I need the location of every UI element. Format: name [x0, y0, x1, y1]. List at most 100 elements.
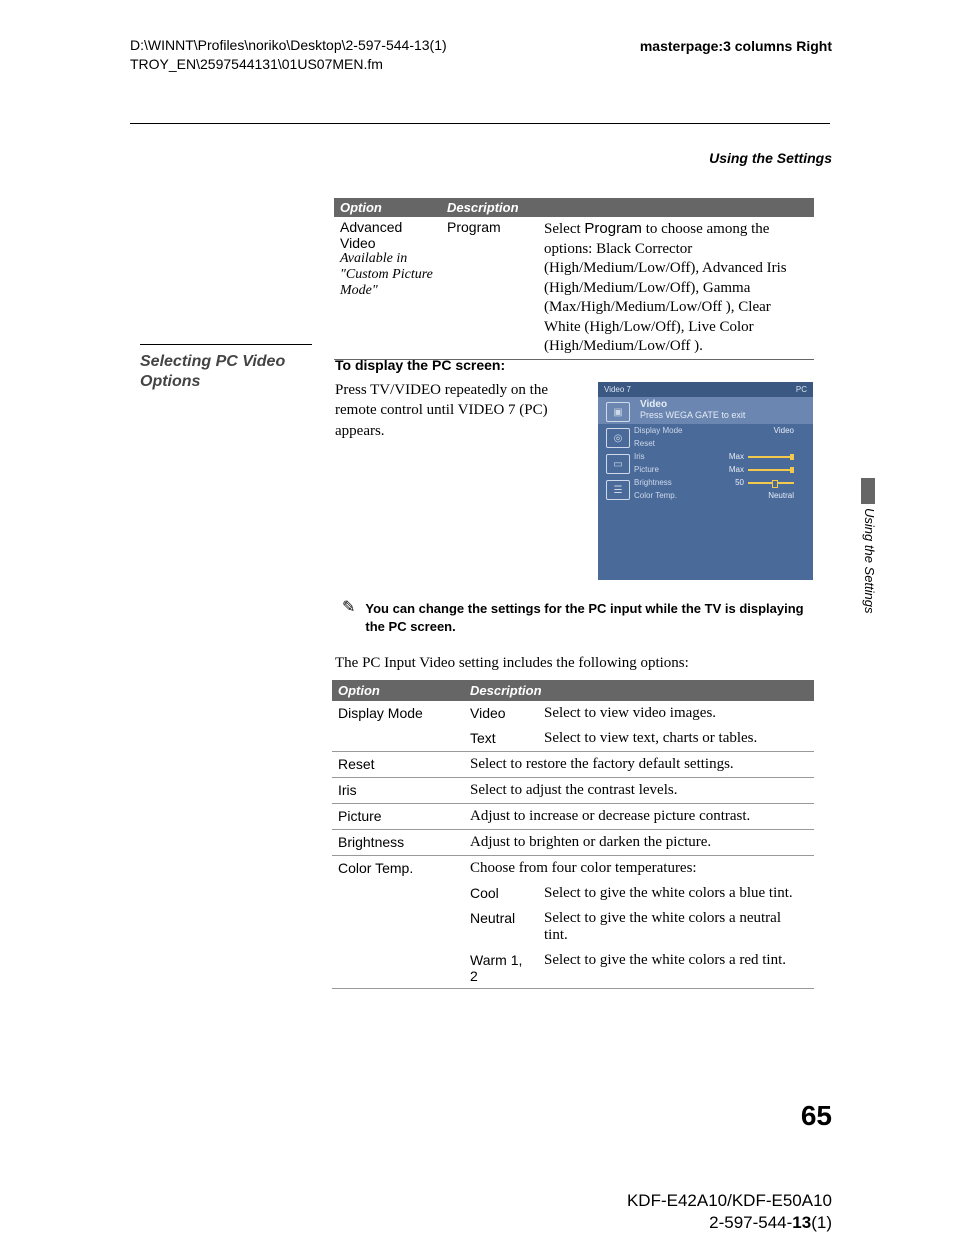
t2-desc-cell: Adjust to increase or decrease picture c…: [464, 804, 814, 830]
osd-tools-icon: ☰: [606, 480, 630, 500]
header-path: D:\WINNT\Profiles\noriko\Desktop\2-597-5…: [130, 36, 447, 74]
t2-desc-cell: Select to view text, charts or tables.: [538, 726, 814, 752]
t2-option-cell: [332, 948, 464, 989]
options-table-2: Option Description Display ModeVideoSele…: [332, 680, 814, 989]
osd-top-right: PC: [796, 385, 807, 394]
t2-desc-cell: Choose from four color temperatures:: [464, 856, 814, 882]
osd-screen-icon: ▭: [606, 454, 630, 474]
t2-option-cell: Display Mode: [332, 701, 464, 726]
t2-option-cell: Picture: [332, 804, 464, 830]
table-row: PictureAdjust to increase or decrease pi…: [332, 804, 814, 830]
osd-row: Iris Max: [634, 450, 794, 463]
t1-head-desc-empty: [538, 198, 814, 217]
osd-slider-icon: [748, 482, 794, 484]
osd-picture-icon: ▣: [606, 402, 630, 422]
t2-sub-cell: Warm 1, 2: [464, 948, 538, 989]
footer-doc-post: (1): [811, 1213, 832, 1232]
side-tab-label: Using the Settings: [862, 508, 877, 614]
t1-desc-cell: Select Program to choose among the optio…: [538, 217, 814, 359]
footer-doc: 2-597-544-13(1): [627, 1212, 832, 1234]
pc-head: To display the PC screen:: [335, 357, 505, 373]
osd-row-value-text: Max: [729, 452, 744, 461]
header-path-line2: TROY_EN\2597544131\01US07MEN.fm: [130, 55, 447, 74]
t2-option-cell: Color Temp.: [332, 856, 464, 882]
t2-desc-cell: Adjust to brighten or darken the picture…: [464, 830, 814, 856]
t2-desc-cell: Select to give the white colors a red ti…: [538, 948, 814, 989]
t1-option-sub: Available in "Custom Picture Mode": [340, 251, 435, 299]
osd-row: Color Temp. Neutral: [634, 489, 794, 502]
osd-rows: Display ModeVideoResetIrisMaxPictureMaxB…: [634, 424, 794, 502]
options-table-1: Option Description Advanced Video Availa…: [334, 198, 814, 360]
table-row: Display ModeVideoSelect to view video im…: [332, 701, 814, 726]
osd-row-value-text: Max: [729, 465, 744, 474]
footer-model: KDF-E42A10/KDF-E50A10: [627, 1190, 832, 1212]
header-masterpage: masterpage:3 columns Right: [640, 38, 832, 54]
note-text: You can change the settings for the PC i…: [365, 600, 812, 635]
table-row: ResetSelect to restore the factory defau…: [332, 752, 814, 778]
table-row: Color Temp.Choose from four color temper…: [332, 856, 814, 882]
osd-topbar: Video 7 PC: [598, 382, 813, 397]
t1-head-option: Option: [334, 198, 441, 217]
header-rule: [130, 123, 830, 124]
section-heading: Selecting PC Video Options: [140, 352, 312, 392]
osd-row-value: Neutral: [768, 491, 794, 500]
footer-doc-bold: 13: [792, 1213, 811, 1232]
t2-option-cell: [332, 906, 464, 948]
osd-row: Reset: [634, 437, 794, 450]
t1-sub-cell: Program: [441, 217, 538, 359]
table-row: CoolSelect to give the white colors a bl…: [332, 881, 814, 906]
osd-row-value-text: Neutral: [768, 491, 794, 500]
osd-row-key: Brightness: [634, 478, 672, 487]
osd-row-value-text: 50: [735, 478, 744, 487]
t2-option-cell: [332, 881, 464, 906]
osd-row: PictureMax: [634, 463, 794, 476]
osd-icon-col: ▣ ◎ ▭ ☰: [604, 402, 632, 500]
osd-row-key: Reset: [634, 439, 655, 448]
osd-figure: Video 7 PC ▣ ◎ ▭ ☰ Video Press WEGA GATE…: [598, 382, 813, 580]
section-divider: [140, 344, 312, 345]
t1-desc-prefix: Select: [544, 221, 584, 237]
t2-desc-cell: Select to give the white colors a blue t…: [538, 881, 814, 906]
t1-option-cell: Advanced Video Available in "Custom Pict…: [334, 217, 441, 359]
lead-text: The PC Input Video setting includes the …: [335, 655, 689, 672]
table-row: BrightnessAdjust to brighten or darken t…: [332, 830, 814, 856]
osd-row-key: Display Mode: [634, 426, 682, 435]
footer-doc-pre: 2-597-544-: [709, 1213, 792, 1232]
osd-row-value: 50: [735, 478, 794, 487]
t2-desc-cell: Select to adjust the contrast levels.: [464, 778, 814, 804]
t2-desc-cell: Select to view video images.: [538, 701, 814, 726]
osd-subtitle: Press WEGA GATE to exit: [640, 410, 807, 420]
osd-row: Brightness 50: [634, 476, 794, 489]
osd-top-left: Video 7: [604, 385, 631, 394]
table-row: Warm 1, 2Select to give the white colors…: [332, 948, 814, 989]
table-row: TextSelect to view text, charts or table…: [332, 726, 814, 752]
note: ✎ You can change the settings for the PC…: [342, 600, 812, 635]
note-pencil-icon: ✎: [342, 600, 355, 635]
osd-title: Video: [640, 399, 807, 410]
page: D:\WINNT\Profiles\noriko\Desktop\2-597-5…: [0, 0, 954, 1235]
footer: KDF-E42A10/KDF-E50A10 2-597-544-13(1): [627, 1190, 832, 1234]
page-number: 65: [801, 1100, 832, 1132]
osd-row-value-text: Video: [774, 426, 794, 435]
osd-row-key: Color Temp.: [634, 491, 677, 500]
t1-desc-bold: Program: [584, 220, 642, 237]
t2-head-desc: Description: [464, 680, 814, 701]
t2-sub-cell: Video: [464, 701, 538, 726]
osd-row-value: Max: [729, 452, 794, 461]
t2-option-cell: Iris: [332, 778, 464, 804]
t2-option-cell: Brightness: [332, 830, 464, 856]
pc-body: Press TV/VIDEO repeatedly on the remote …: [335, 380, 565, 441]
t2-desc-cell: Select to give the white colors a neutra…: [538, 906, 814, 948]
t1-desc-rest: to choose among the options: Black Corre…: [544, 221, 787, 354]
side-tab-marker: [861, 478, 875, 504]
osd-row: Display Mode Video: [634, 424, 794, 437]
osd-row-value: Video: [774, 426, 794, 435]
t2-sub-cell: Neutral: [464, 906, 538, 948]
t1-head-desc: Description: [441, 198, 538, 217]
t2-sub-cell: Text: [464, 726, 538, 752]
osd-row-key: Iris: [634, 452, 645, 461]
osd-disc-icon: ◎: [606, 428, 630, 448]
t1-option-main: Advanced Video: [340, 219, 435, 251]
table-row: IrisSelect to adjust the contrast levels…: [332, 778, 814, 804]
t2-sub-cell: Cool: [464, 881, 538, 906]
